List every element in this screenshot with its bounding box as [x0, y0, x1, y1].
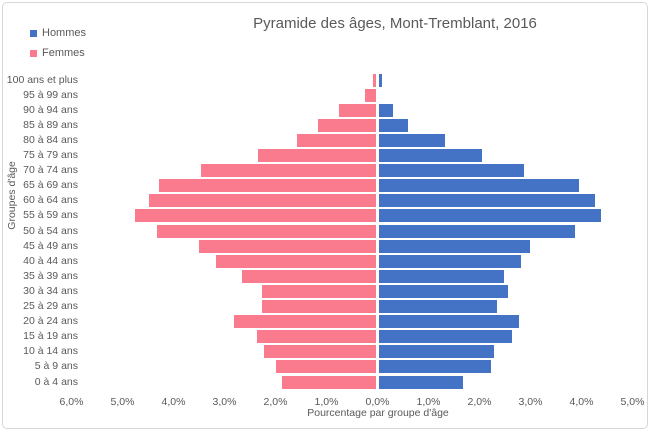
bar-hommes-10 [378, 225, 575, 238]
y-axis-category-label: 20 à 24 ans [23, 315, 78, 327]
y-axis-category-label: 40 à 44 ans [23, 255, 78, 267]
bar-hommes-3 [378, 119, 408, 132]
hommes-swatch-icon [30, 29, 37, 37]
y-axis-category-label: 95 à 99 ans [23, 89, 78, 101]
bar-femmes-20 [282, 376, 377, 389]
femmes-swatch-icon [30, 49, 37, 57]
bar-femmes-13 [242, 270, 377, 283]
bar-femmes-17 [256, 330, 377, 343]
bar-hommes-7 [378, 179, 579, 192]
y-axis-category-label: 70 à 74 ans [23, 164, 78, 176]
legend-label-hommes: Hommes [42, 27, 87, 39]
bar-femmes-3 [317, 119, 377, 132]
x-axis-tick-label: 1,0% [416, 396, 441, 408]
bar-femmes-6 [200, 164, 377, 177]
y-axis-category-label: 30 à 34 ans [23, 285, 78, 297]
bar-hommes-5 [378, 149, 482, 162]
y-axis-category-label: 90 à 94 ans [23, 104, 78, 116]
y-axis-category-label: 10 à 14 ans [23, 345, 78, 357]
bar-hommes-17 [378, 330, 512, 343]
bar-hommes-6 [378, 164, 524, 177]
bar-femmes-7 [159, 179, 377, 192]
bar-femmes-1 [365, 89, 377, 102]
bar-hommes-0 [378, 74, 383, 87]
legend: Hommes Femmes [30, 23, 86, 63]
x-axis-tick-label: 3,0% [518, 396, 543, 408]
y-axis-category-label: 15 à 19 ans [23, 330, 78, 342]
legend-label-femmes: Femmes [42, 47, 85, 59]
bar-femmes-11 [199, 240, 377, 253]
bar-hommes-13 [378, 270, 505, 283]
bar-hommes-18 [378, 345, 494, 358]
bar-hommes-2 [378, 104, 394, 117]
y-axis-category-label: 25 à 29 ans [23, 300, 78, 312]
y-axis-category-label: 85 à 89 ans [23, 119, 78, 131]
bar-hommes-19 [378, 360, 492, 373]
y-axis-category-label: 80 à 84 ans [23, 134, 78, 146]
y-axis-category-label: 60 à 64 ans [23, 194, 78, 206]
bar-hommes-4 [378, 134, 446, 147]
bar-femmes-16 [234, 315, 377, 328]
bar-hommes-20 [378, 376, 464, 389]
chart-title: Pyramide des âges, Mont-Tremblant, 2016 [253, 15, 537, 32]
bar-hommes-8 [378, 194, 595, 207]
bar-femmes-14 [262, 285, 377, 298]
bar-femmes-8 [148, 194, 377, 207]
bar-femmes-15 [262, 300, 377, 313]
x-axis-tick-label: 2,0% [263, 396, 288, 408]
bar-femmes-12 [216, 255, 377, 268]
bar-femmes-0 [372, 74, 377, 87]
x-axis-tick-label: 5,0% [620, 396, 645, 408]
x-axis-tick-label: 6,0% [59, 396, 84, 408]
bar-hommes-15 [378, 300, 497, 313]
y-axis-category-label: 35 à 39 ans [23, 270, 78, 282]
bar-femmes-5 [257, 149, 377, 162]
bar-femmes-2 [339, 104, 377, 117]
bar-hommes-9 [378, 209, 601, 222]
x-axis-tick-label: 4,0% [161, 396, 186, 408]
y-axis-category-label: 55 à 59 ans [23, 209, 78, 221]
x-axis-tick-label: 0,0% [365, 396, 390, 408]
legend-item-hommes: Hommes [30, 23, 86, 43]
y-axis-category-label: 100 ans et plus [6, 74, 78, 86]
bar-femmes-19 [275, 360, 377, 373]
bar-femmes-4 [297, 134, 377, 147]
bar-hommes-11 [378, 240, 530, 253]
bar-hommes-14 [378, 285, 509, 298]
x-axis-title: Pourcentage par groupe d'âge [307, 407, 449, 419]
bar-femmes-10 [157, 225, 377, 238]
bar-femmes-18 [264, 345, 377, 358]
y-axis-category-label: 5 à 9 ans [34, 360, 78, 372]
x-axis-tick-label: 4,0% [569, 396, 594, 408]
legend-item-femmes: Femmes [30, 43, 86, 63]
x-axis-tick-label: 3,0% [212, 396, 237, 408]
bar-femmes-9 [135, 209, 377, 222]
y-axis-category-label: 65 à 69 ans [23, 179, 78, 191]
x-axis-tick-label: 2,0% [467, 396, 492, 408]
bar-hommes-12 [378, 255, 522, 268]
bar-hommes-16 [378, 315, 519, 328]
y-axis-category-label: 0 à 4 ans [34, 376, 78, 388]
y-axis-category-label: 75 à 79 ans [23, 149, 78, 161]
y-axis-category-label: 45 à 49 ans [23, 240, 78, 252]
x-axis-tick-label: 1,0% [314, 396, 339, 408]
x-axis-tick-label: 5,0% [110, 396, 135, 408]
y-axis-title: Groupes d'âge [6, 161, 18, 230]
y-axis-category-label: 50 à 54 ans [23, 225, 78, 237]
